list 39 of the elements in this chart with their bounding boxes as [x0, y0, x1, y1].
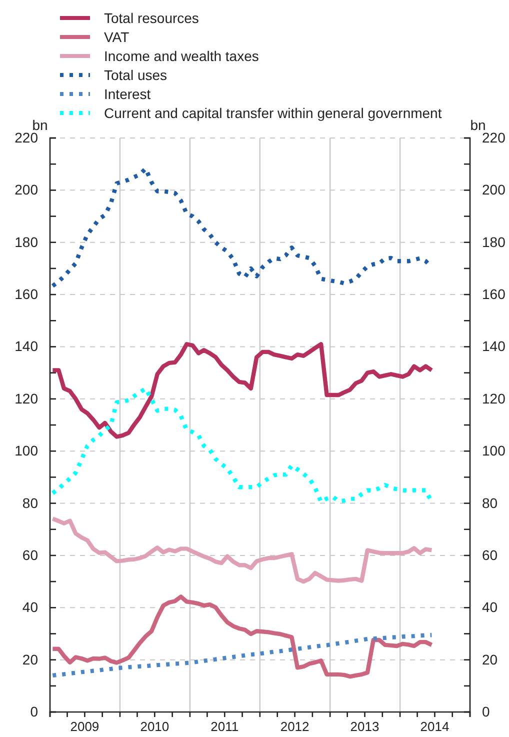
legend-label: Total uses [104, 67, 168, 83]
legend-label: VAT [104, 29, 130, 45]
x-tick-label: 2011 [210, 719, 239, 734]
y-tick-label: 80 [22, 494, 38, 511]
line-series [50, 632, 434, 678]
y2-tick-label: 60 [482, 546, 498, 563]
line-series [50, 594, 434, 679]
y-tick-label: 140 [14, 338, 38, 354]
y-tick-label: 20 [22, 651, 38, 668]
x-tick-label: 2013 [350, 719, 380, 734]
legend-label: Current and capital transfer within general government [104, 105, 442, 121]
legend-label: Total resources [104, 10, 199, 26]
y-tick-label: 160 [14, 286, 38, 302]
y2-tick-label: 120 [482, 390, 506, 406]
y-tick-label: 200 [14, 182, 38, 198]
y2-tick-label: 140 [482, 338, 506, 354]
y-tick-label: 60 [22, 546, 38, 563]
y-tick-label: 40 [22, 599, 38, 616]
y2-tick-label: 20 [482, 651, 498, 668]
y2-tick-label: 160 [482, 286, 506, 302]
y2-tick-label: 80 [482, 494, 498, 511]
x-tick-label: 2012 [280, 719, 310, 734]
line-series [50, 516, 434, 584]
y-tick-label: 0 [30, 703, 38, 720]
x-tick-label: 2009 [70, 719, 100, 734]
y-tick-label: 180 [14, 234, 38, 250]
x-tick-label: 2014 [420, 719, 450, 734]
legend-label: Interest [104, 86, 151, 102]
legend-label: Income and wealth taxes [104, 48, 259, 64]
y-tick-label: 100 [14, 442, 38, 459]
y-tick-label: 120 [14, 390, 38, 406]
y2-tick-label: 200 [482, 182, 506, 198]
x-tick-label: 2010 [140, 719, 170, 734]
y2-tick-label: 40 [482, 599, 498, 616]
y2-tick-label: 0 [482, 703, 490, 720]
y2-tick-label: 180 [482, 234, 506, 250]
line-series [50, 386, 434, 504]
line-series [50, 342, 434, 439]
y2-tick-label: 100 [482, 442, 506, 459]
